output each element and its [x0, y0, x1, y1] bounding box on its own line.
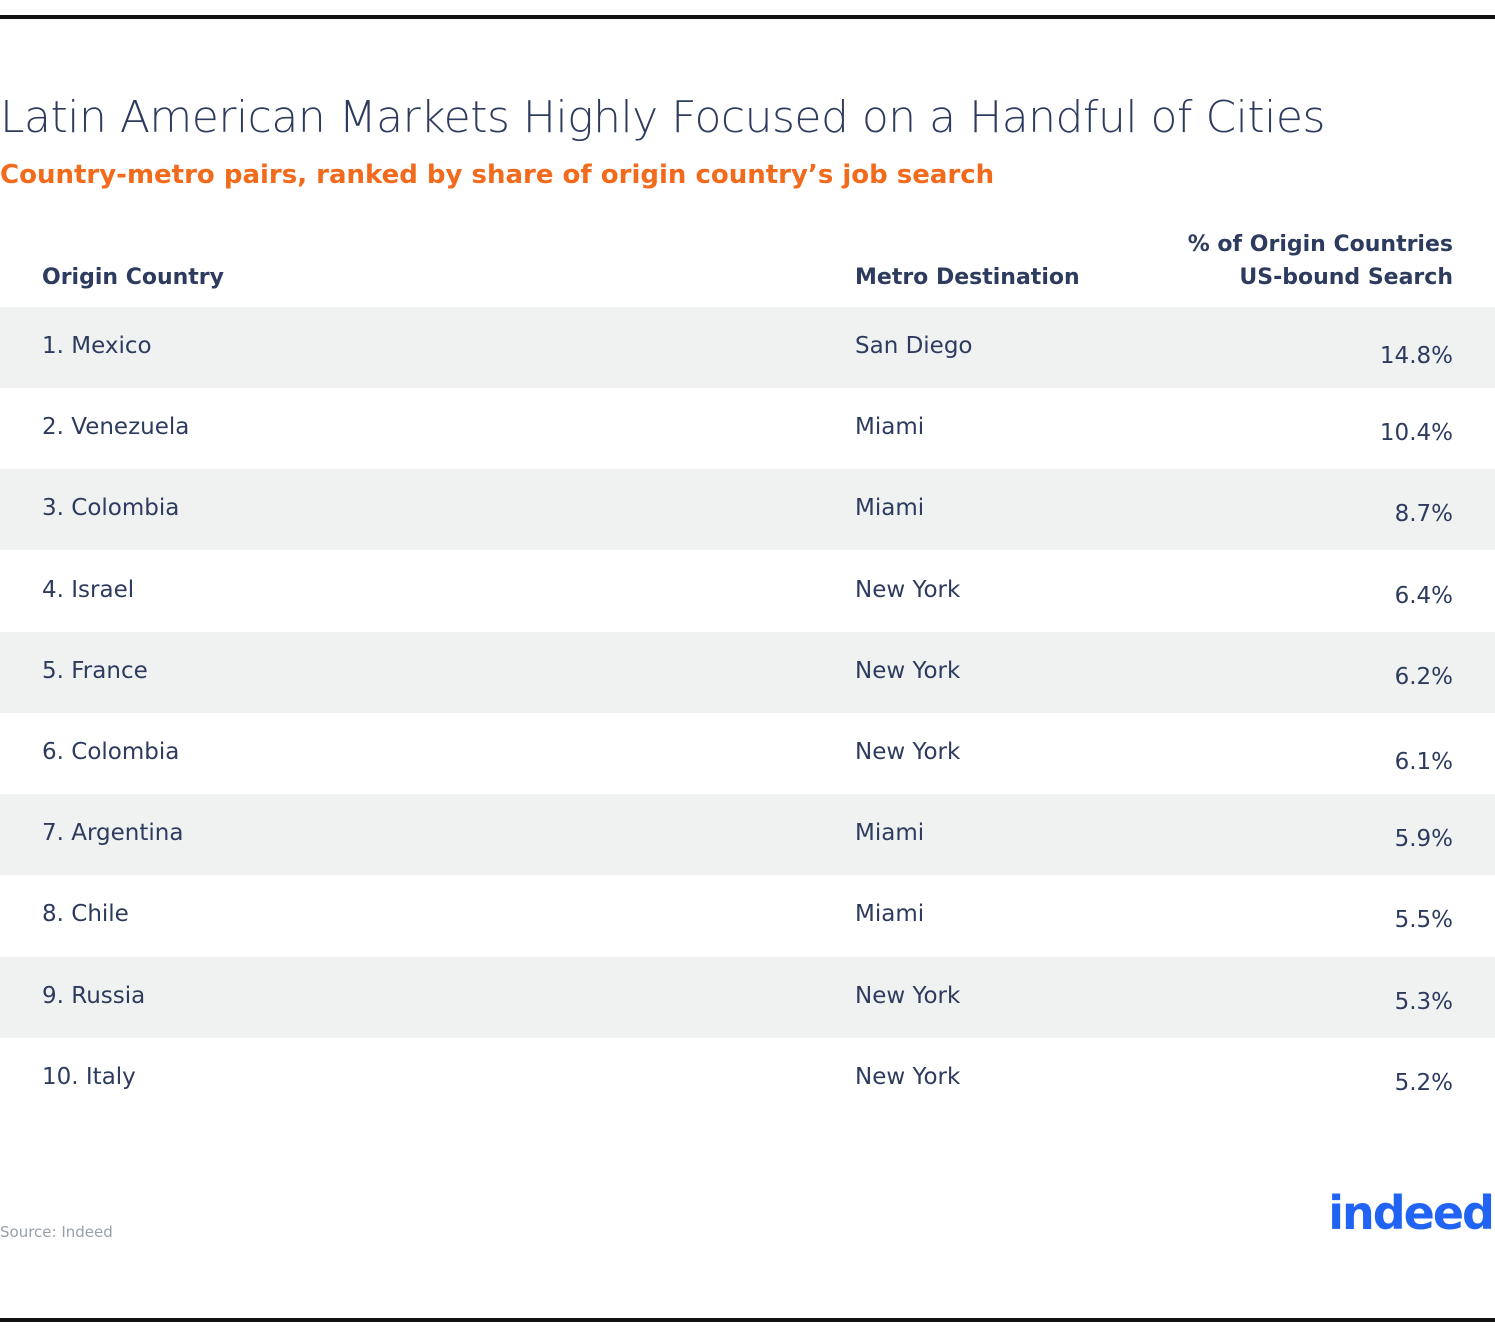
- table-row: 4. Israel New York 6.4%: [0, 551, 1495, 632]
- metro-destination: Miami: [855, 414, 925, 441]
- origin-country: 7. Argentina: [42, 820, 184, 847]
- origin-country: 4. Israel: [42, 576, 135, 603]
- metro-destination: New York: [855, 739, 961, 765]
- share-value: 5.5%: [1394, 907, 1453, 934]
- column-header: Metro Destination: [855, 265, 1080, 290]
- share-value: 5.3%: [1394, 988, 1453, 1015]
- source: Source: Indeed: [0, 1223, 113, 1241]
- origin-country: 3. Colombia: [42, 495, 180, 522]
- table-row: 10. Italy New York 5.2%: [0, 1038, 1495, 1119]
- table-row: 9. Russia New York 5.3%: [0, 956, 1495, 1038]
- bottom-rule: [0, 1318, 1495, 1322]
- table-row: 7. Argentina Miami 5.9%: [0, 794, 1495, 876]
- share-value: 6.2%: [1394, 663, 1453, 690]
- origin-country: 10. Italy: [42, 1063, 136, 1090]
- share-value: 6.4%: [1394, 582, 1453, 609]
- share-value: 8.7%: [1394, 501, 1453, 528]
- metro-destination: New York: [855, 576, 961, 603]
- share-value: 5.2%: [1394, 1069, 1453, 1096]
- metro-destination: Miami: [855, 901, 925, 928]
- origin-country: 6. Colombia: [42, 739, 180, 765]
- metro-destination: Miami: [855, 820, 925, 847]
- table-row: 2. Venezuela Miami 10.4%: [0, 388, 1495, 469]
- metro-destination: New York: [855, 1063, 961, 1090]
- metro-destination: New York: [855, 982, 961, 1009]
- share-value: 10.4%: [1379, 420, 1453, 447]
- metro-destination: San Diego: [855, 333, 973, 359]
- column-header: Origin Country: [42, 265, 224, 290]
- title: Latin American Markets Highly Focused on…: [0, 92, 1325, 143]
- metro-destination: New York: [855, 657, 961, 684]
- share-value: 5.9%: [1394, 826, 1453, 853]
- subtitle: Country-metro pairs, ranked by share of …: [0, 160, 995, 190]
- share-value: 6.1%: [1394, 749, 1453, 775]
- column-header-line: US-bound Search: [1239, 265, 1453, 290]
- table-row: 1. Mexico San Diego 14.8%: [0, 307, 1495, 388]
- origin-country: 8. Chile: [42, 901, 129, 928]
- table-row: 5. France New York 6.2%: [0, 631, 1495, 713]
- logo: indeed: [1328, 1186, 1495, 1240]
- column-header: % of Origin Countries US-bound Search: [1188, 228, 1453, 294]
- table-row: 6. Colombia New York 6.1%: [0, 713, 1495, 794]
- table-row: 3. Colombia Miami 8.7%: [0, 469, 1495, 551]
- origin-country: 1. Mexico: [42, 333, 152, 359]
- metro-destination: Miami: [855, 495, 925, 522]
- origin-country: 5. France: [42, 657, 148, 684]
- table-row: 8. Chile Miami 5.5%: [0, 875, 1495, 956]
- top-rule: [0, 15, 1495, 19]
- origin-country: 9. Russia: [42, 982, 146, 1009]
- column-header-line: % of Origin Countries: [1187, 232, 1453, 257]
- origin-country: 2. Venezuela: [42, 414, 190, 441]
- share-value: 14.8%: [1379, 343, 1453, 369]
